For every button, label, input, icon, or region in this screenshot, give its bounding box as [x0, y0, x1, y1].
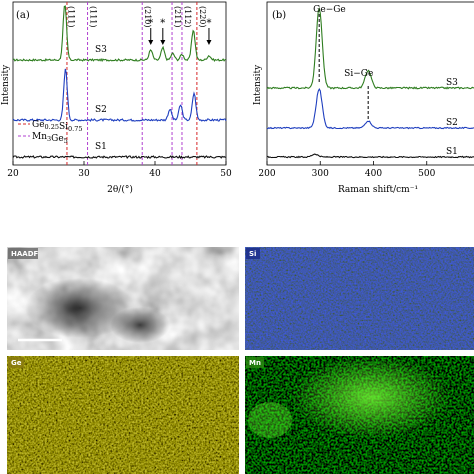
x-tick-label: 50: [220, 169, 232, 179]
legend-entry: Mn3Ge5: [32, 132, 68, 145]
series-label-S2: S2: [446, 118, 458, 128]
star-arrowhead: [206, 40, 212, 45]
series-label-S3: S3: [446, 78, 458, 88]
map-si-texture: [245, 247, 474, 350]
panel-a-star-markers: * * *: [148, 18, 212, 45]
series-line-S1: [266, 153, 474, 159]
series-label-S1: S1: [446, 147, 458, 157]
x-tick-label: 500: [418, 169, 435, 179]
map-haadf: HAADF: [7, 247, 239, 350]
panel-b-xlabel: Raman shift/cm⁻¹: [338, 185, 418, 195]
star-marker: *: [206, 18, 211, 29]
panel-a-label: (a): [16, 10, 30, 21]
map-haadf-dark-region-2: [110, 307, 170, 343]
x-tick-label: 200: [258, 169, 275, 179]
panel-b-annotations: Ge−Ge Si−Ge: [313, 5, 373, 79]
panel-a-xlabel: 2θ/(°): [107, 184, 133, 195]
series-line-S3: [12, 5, 227, 63]
series-line-S3: [266, 6, 474, 90]
legend-entry: Ge0.25Si0.75: [32, 120, 83, 133]
x-tick-label: 20: [7, 169, 19, 179]
map-haadf-label: HAADF: [11, 250, 39, 258]
panel-b-x-ticks: 2003004005006: [258, 161, 436, 179]
map-mn-label: Mn: [249, 359, 261, 367]
panel-a-frame: [12, 1, 227, 166]
panel-b-frame: [266, 1, 474, 166]
series-label-S2: S2: [95, 105, 107, 115]
map-si-label-bg: [246, 248, 260, 259]
x-tick-label: 40: [149, 169, 161, 179]
eds-maps: HAADF Si Ge Mn: [7, 247, 474, 474]
panel-a-peak-labels: (111) (111) (210) (211) (112) (220): [67, 6, 207, 28]
map-mn-rich-region-2: [248, 402, 292, 438]
peak-label: (220): [198, 6, 207, 28]
star-arrowhead: [148, 40, 154, 45]
raman-annotation: Ge−Ge: [313, 5, 346, 15]
series-label-S3: S3: [95, 45, 107, 55]
map-mn-rich-region: [245, 356, 474, 474]
star-marker: *: [160, 18, 165, 29]
peak-label: (111): [67, 6, 76, 28]
panel-a-ylabel: Intensity: [1, 64, 11, 105]
panel-b-series-labels: S3 S2 S1: [446, 78, 458, 157]
peak-label: (211): [173, 6, 182, 28]
peak-label: (111): [89, 6, 98, 28]
series-label-S1: S1: [95, 142, 107, 152]
map-ge-label-bg: [8, 357, 24, 368]
series-line-S2: [266, 87, 474, 130]
panel-a-series-labels: S3 S2 S1: [95, 45, 107, 152]
panel-b-series: [266, 6, 474, 159]
panel-a-xrd: (a) Intensity (111) (111) (210) (211) (112)(…: [1, 1, 232, 195]
series-line-S2: [12, 68, 227, 122]
panel-b-dashed-lines: [318, 14, 369, 120]
map-si-label: Si: [249, 250, 256, 258]
map-mn: Mn: [245, 356, 474, 474]
panel-b-ylabel: Intensity: [253, 64, 263, 105]
map-ge-label: Ge: [11, 359, 22, 367]
x-tick-label: 400: [365, 169, 382, 179]
star-arrowhead: [160, 40, 166, 45]
panel-b-label: (b): [272, 10, 286, 21]
panel-a-series: [12, 5, 227, 160]
peak-label: (112): [183, 6, 192, 28]
map-mn-label-bg: [246, 357, 264, 368]
star-marker: *: [148, 18, 153, 29]
map-haadf-dark-region: [25, 278, 135, 338]
map-ge: Ge: [7, 356, 239, 474]
map-haadf-label-bg: [8, 248, 38, 259]
x-tick-label: 300: [312, 169, 329, 179]
panel-b-raman: (b) Intensity Ge−Ge Si−Ge S3 S2 S1 200 300 40…: [253, 1, 474, 195]
raman-annotation: Si−Ge: [344, 69, 373, 79]
map-si: Si: [245, 247, 474, 350]
map-ge-texture: [7, 356, 239, 474]
x-tick-label: 30: [78, 169, 90, 179]
panel-a-x-ticks: 20 30 40 50: [7, 161, 232, 179]
series-line-S1: [12, 154, 227, 160]
peak-label: (210): [143, 6, 152, 28]
